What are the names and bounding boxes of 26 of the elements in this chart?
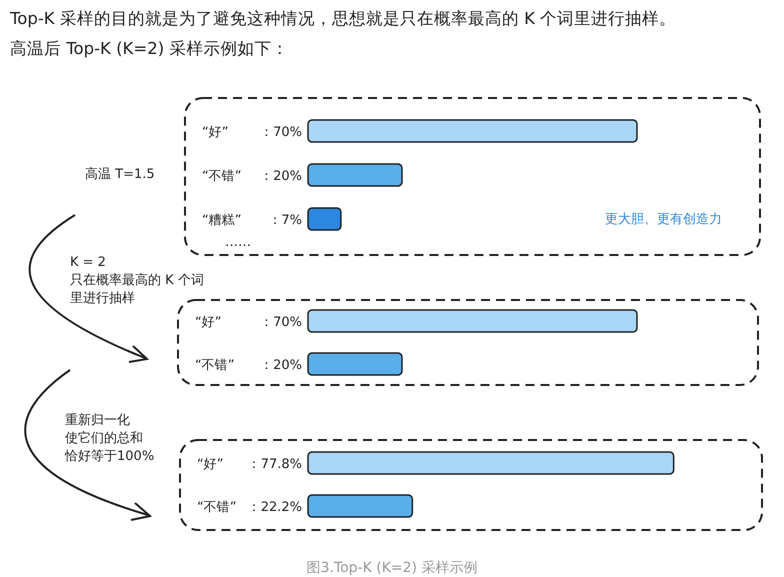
data-label: ：20% (260, 169, 302, 184)
y-tick-label: “好” (202, 125, 228, 140)
text: 高温 T=1.5 (85, 166, 155, 182)
y-tick-label: “好” (195, 315, 222, 330)
text: 重新归一化 (65, 413, 130, 428)
text: 高温后 Top-K (K=2) 采样示例如下： (10, 39, 288, 58)
data-label: ：70% (260, 125, 302, 140)
y-tick-label: “糟糕” (202, 213, 242, 228)
text: 恰好等于100% (64, 449, 154, 464)
text: 里进行抽样 (70, 291, 135, 306)
y-tick-label: “不错” (195, 358, 234, 373)
data-label: ：20% (260, 358, 302, 373)
text: 只在概率最高的 K 个词 (70, 272, 204, 288)
data-label: ：22.2% (248, 500, 302, 515)
y-tick-label: “不错” (197, 500, 236, 515)
y-tick-label: “不错” (202, 169, 242, 184)
caption: 图3.Top-K (K=2) 采样示例 (306, 560, 478, 576)
data-label: ：7% (268, 213, 302, 228)
data-label: ：77.8% (248, 457, 302, 472)
data-label: ：70% (260, 315, 302, 330)
y-tick-label: “好” (197, 457, 224, 472)
annotation: 更大胆、更有创造力 (605, 212, 722, 227)
text: …… (225, 235, 251, 250)
text: 使它们的总和 (65, 430, 143, 446)
chart-title: Top-K 采样的目的就是为了避免这种情况，思想就是只在概率最高的 K 个词里进行抽样。 (9, 9, 676, 28)
text: K = 2 (70, 255, 106, 270)
